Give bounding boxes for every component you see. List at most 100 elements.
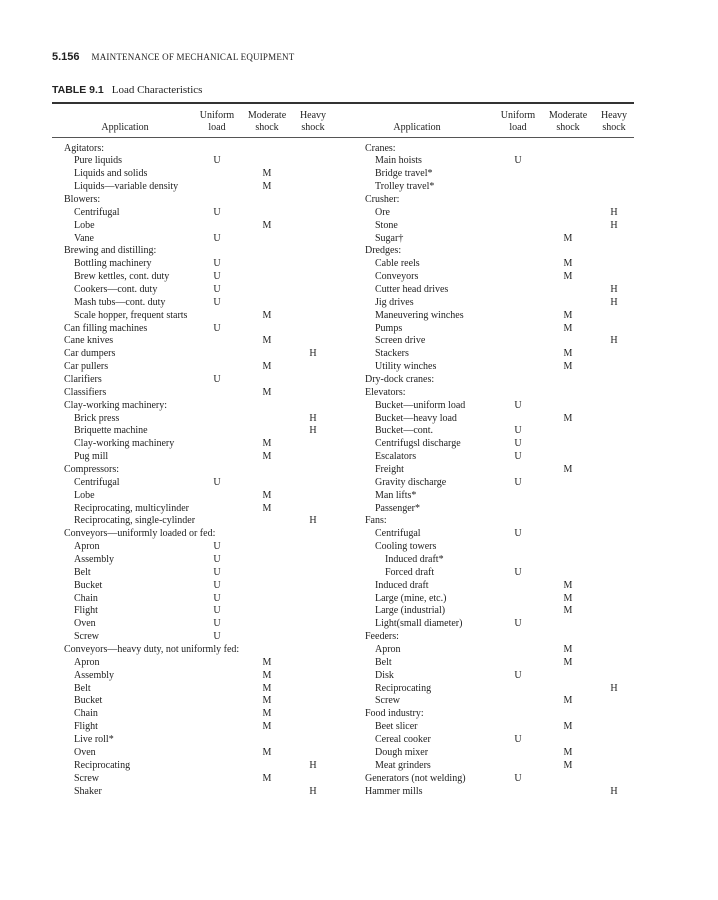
moderate-shock-mark: M: [563, 579, 573, 591]
table-title: Load Characteristics: [111, 84, 203, 96]
moderate-shock-mark: M: [563, 656, 573, 668]
uniform-load-mark: U: [213, 373, 221, 385]
table-row-label: Light(small diameter): [375, 618, 463, 630]
uniform-load-mark: U: [514, 618, 522, 630]
table-row-label: Bucket—cont.: [375, 425, 434, 437]
table-row-label: Cookers—cont. duty: [74, 283, 158, 295]
table-row-label: Passenger*: [375, 502, 420, 514]
uniform-load-mark: U: [213, 322, 221, 334]
heavy-shock-mark: H: [309, 412, 317, 424]
moderate-shock-mark: M: [262, 746, 272, 758]
table-row-label: Reciprocating, single-cylinder: [74, 515, 196, 527]
table-row-category-label: Clay-working machinery:: [64, 399, 168, 411]
table-row-label: Vane: [74, 232, 94, 244]
table-row-label: Assembly: [74, 554, 114, 566]
table-row-category-label: Agitators:: [64, 142, 104, 154]
table-label: TABLE 9.1: [52, 84, 104, 96]
header-application: Application: [101, 122, 149, 133]
header-moderate-shock: Moderate shock: [247, 110, 287, 133]
header-heavy-shock: Heavy shock: [299, 110, 327, 133]
table-row-label: Briquette machine: [74, 425, 148, 437]
table-row-label: Flight: [74, 721, 98, 733]
table-row-category-label: Cane knives: [64, 335, 114, 347]
table-row-label: Bucket: [74, 579, 103, 591]
uniform-load-mark: U: [213, 232, 221, 244]
table-row-category-label: Crusher:: [365, 193, 400, 205]
table-row-label: Brew kettles, cont. duty: [74, 271, 170, 283]
table-row-category-label: Conveyors—heavy duty, not uniformly fed:: [64, 644, 240, 656]
moderate-shock-mark: M: [563, 605, 573, 617]
moderate-shock-mark: M: [262, 695, 272, 707]
moderate-shock-mark: M: [262, 168, 272, 180]
table-row-label: Centrifugal: [74, 476, 120, 488]
table-row-label: Freight: [375, 464, 404, 475]
uniform-load-mark: U: [213, 271, 221, 283]
table-row-label: Screw: [375, 695, 400, 707]
table-row-label: Induced draft*: [385, 554, 444, 566]
table-row-category-label: Clarifiers: [64, 373, 102, 385]
uniform-load-mark: U: [213, 476, 221, 488]
table-row-label: Reciprocating: [74, 759, 131, 771]
table-row-label: Bucket: [74, 695, 103, 707]
table-caption: TABLE 9.1 Load Characteristics: [52, 84, 202, 96]
table-row-label: Utility winches: [375, 361, 437, 373]
moderate-shock-mark: M: [563, 721, 573, 733]
moderate-shock-mark: M: [262, 361, 272, 373]
table-row-label: Man lifts*: [375, 489, 417, 501]
moderate-shock-mark: M: [563, 258, 573, 270]
table-row-label: Stone: [375, 219, 398, 231]
moderate-shock-mark: M: [262, 438, 272, 450]
table-row-label: Gravity discharge: [375, 476, 447, 488]
table-row-label: Pumps: [375, 322, 403, 334]
heavy-shock-mark: H: [610, 219, 618, 231]
table-row-label: Bridge travel*: [375, 168, 433, 180]
table-row-label: Live roll*: [74, 734, 114, 746]
table-row-category-label: Generators (not welding): [365, 772, 466, 784]
moderate-shock-mark: M: [563, 309, 573, 321]
table-row-category-label: Cranes:: [365, 142, 396, 154]
moderate-shock-mark: M: [563, 412, 573, 424]
uniform-load-mark: U: [514, 399, 522, 411]
uniform-load-mark: U: [514, 451, 522, 463]
heavy-shock-mark: H: [309, 515, 317, 527]
moderate-shock-mark: M: [563, 348, 573, 360]
table-row-label: Chain: [74, 592, 98, 604]
uniform-load-mark: U: [514, 425, 522, 437]
table-row-label: Lobe: [74, 489, 95, 501]
moderate-shock-mark: M: [563, 695, 573, 707]
page-number: 5.156: [52, 51, 80, 63]
heavy-shock-mark: H: [610, 296, 618, 308]
header-moderate-shock: Moderate shock: [548, 110, 588, 133]
table-row-label: Bucket—heavy load: [375, 412, 457, 424]
table-row-label: Screw: [74, 772, 99, 784]
moderate-shock-mark: M: [563, 464, 573, 475]
table-row-category-label: Dredges:: [365, 245, 402, 257]
header-application: Application: [393, 122, 441, 133]
moderate-shock-mark: M: [563, 644, 573, 656]
table-row-label: Pure liquids: [74, 155, 123, 167]
table-row-label: Apron: [74, 656, 100, 668]
table-row-label: Centrifugal: [375, 528, 421, 540]
running-head: 5.156 MAINTENANCE OF MECHANICAL EQUIPMENT: [52, 51, 294, 63]
uniform-load-mark: U: [514, 669, 522, 681]
uniform-load-mark: U: [213, 631, 221, 643]
table-row-category-label: Classifiers: [64, 386, 107, 398]
table-row-label: Conveyors: [375, 271, 419, 283]
table-row-category-label: Elevators:: [365, 386, 406, 398]
heavy-shock-mark: H: [309, 425, 317, 437]
uniform-load-mark: U: [213, 554, 221, 566]
table-row-label: Scale hopper, frequent starts: [74, 309, 188, 321]
moderate-shock-mark: M: [563, 746, 573, 758]
running-title: MAINTENANCE OF MECHANICAL EQUIPMENT: [91, 52, 295, 62]
table-row-category-label: Fans:: [365, 515, 387, 527]
moderate-shock-mark: M: [262, 489, 272, 501]
uniform-load-mark: U: [213, 579, 221, 591]
table-row-label: Centrifugsl discharge: [375, 438, 461, 450]
heavy-shock-mark: H: [610, 206, 618, 218]
table-row-label: Main hoists: [375, 155, 422, 167]
moderate-shock-mark: M: [262, 335, 272, 347]
table-row-label: Screw: [74, 631, 99, 643]
table-row-label: Induced draft: [375, 579, 429, 591]
table-row-label: Screen drive: [375, 335, 426, 347]
table-row-category-label: Food industry:: [365, 708, 424, 720]
